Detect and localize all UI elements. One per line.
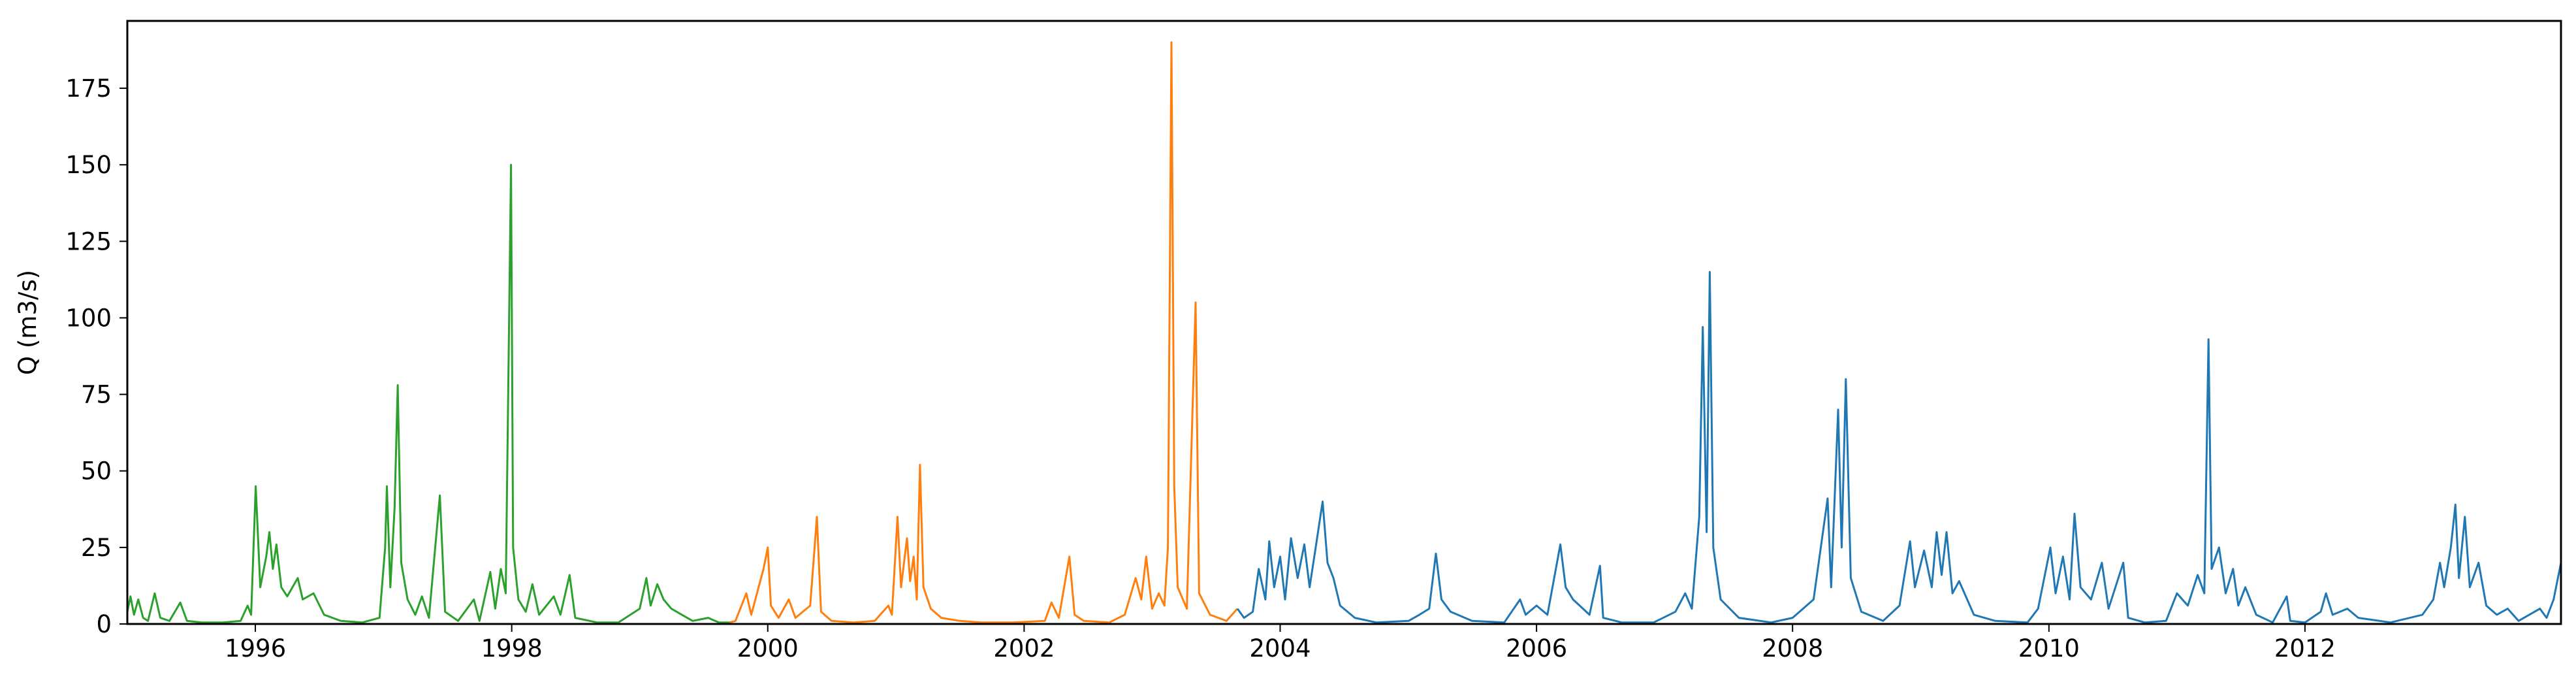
- x-tick-label: 2000: [737, 634, 799, 663]
- series-layer: [126, 41, 2562, 624]
- series-line-3: [1236, 270, 2562, 624]
- y-tick-label: 150: [65, 151, 112, 179]
- y-tick-label: 0: [96, 610, 112, 638]
- x-tick-label: 2012: [2274, 634, 2336, 663]
- x-tick-label: 2002: [993, 634, 1055, 663]
- y-tick-label: 25: [81, 534, 112, 562]
- y-tick-label: 50: [81, 457, 112, 485]
- y-tick-label: 75: [81, 381, 112, 409]
- x-tick-label: 2008: [1762, 634, 1823, 663]
- x-tick-label: 1996: [225, 634, 286, 663]
- y-tick-label: 125: [65, 227, 112, 255]
- x-tick-label: 2010: [2018, 634, 2080, 663]
- x-tick-label: 2006: [1506, 634, 1567, 663]
- y-tick-label: 100: [65, 304, 112, 332]
- series-line-2: [729, 41, 1239, 624]
- y-tick-label: 175: [65, 74, 112, 103]
- plot-frame: [126, 20, 2562, 625]
- y-axis: 0 25 50 75 100 125 150 175: [65, 74, 127, 638]
- y-axis-title: Q (m3/s): [14, 270, 42, 375]
- series-line-1: [126, 163, 730, 624]
- x-tick-label: 1998: [481, 634, 543, 663]
- x-axis: 1996 1998 2000 2002 2004 2006 2008 2010 2012: [225, 624, 2336, 663]
- x-tick-label: 2004: [1249, 634, 1311, 663]
